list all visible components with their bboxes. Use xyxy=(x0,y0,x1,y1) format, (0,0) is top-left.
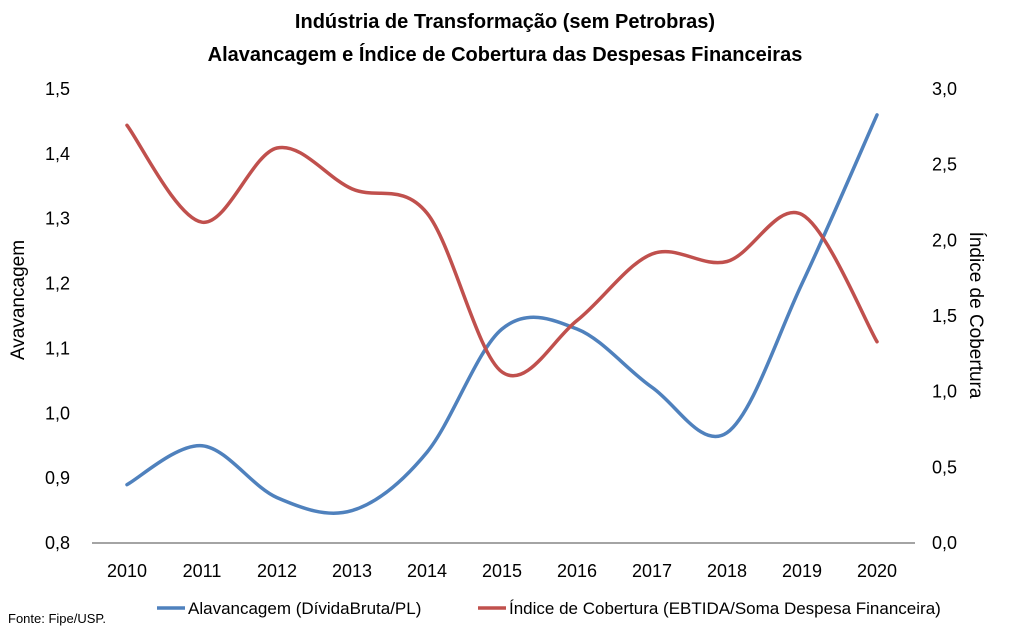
x-tick-label: 2015 xyxy=(482,561,522,581)
left-y-tick-label: 1,4 xyxy=(45,144,70,164)
x-tick-label: 2020 xyxy=(857,561,897,581)
legend: Alavancagem (DívidaBruta/PL) Índice de C… xyxy=(157,599,941,618)
x-tick-label: 2016 xyxy=(557,561,597,581)
series-lines xyxy=(125,113,879,515)
series-line-alavancagem xyxy=(125,113,879,515)
x-tick-label: 2018 xyxy=(707,561,747,581)
left-y-tick-label: 0,9 xyxy=(45,468,70,488)
x-tick-label: 2011 xyxy=(183,561,222,581)
x-tick-label: 2012 xyxy=(257,561,297,581)
x-tick-label: 2013 xyxy=(332,561,372,581)
right-y-tick-label: 1,5 xyxy=(932,306,957,326)
right-y-tick-label: 0,0 xyxy=(932,533,957,553)
left-y-tick-label: 1,3 xyxy=(45,209,70,229)
chart-subtitle: Alavancagem e Índice de Cobertura das De… xyxy=(208,43,803,66)
x-tick-label: 2017 xyxy=(632,561,672,581)
legend-label-cobertura: Índice de Cobertura (EBTIDA/Soma Despesa… xyxy=(509,599,941,618)
x-tick-label: 2019 xyxy=(782,561,822,581)
legend-label-alavancagem: Alavancagem (DívidaBruta/PL) xyxy=(188,599,421,618)
right-axis-title: Índice de Cobertura xyxy=(965,232,986,399)
right-y-tick-label: 1,0 xyxy=(932,382,957,402)
left-y-tick-label: 1,1 xyxy=(45,338,70,358)
right-y-tick-labels: 0,0 0,5 1,0 1,5 2,0 2,5 3,0 xyxy=(932,79,957,553)
source-note: Fonte: Fipe/USP. xyxy=(8,611,106,626)
right-y-tick-label: 3,0 xyxy=(932,79,957,99)
right-y-tick-label: 0,5 xyxy=(932,457,957,477)
x-tick-labels: 2010 2011 2012 2013 2014 2015 2016 2017 2018 2019… xyxy=(107,561,897,581)
left-y-tick-label: 0,8 xyxy=(45,533,70,553)
left-axis-title: Avavancagem xyxy=(8,240,29,360)
left-y-tick-label: 1,2 xyxy=(45,274,70,294)
chart-title: Indústria de Transformação (sem Petrobra… xyxy=(295,11,715,33)
left-y-tick-labels: 0,8 0,9 1,0 1,1 1,2 1,3 1,4 1,5 xyxy=(45,79,70,553)
left-y-tick-label: 1,0 xyxy=(45,403,70,423)
series-line-cobertura xyxy=(125,123,879,378)
right-y-tick-label: 2,0 xyxy=(932,230,957,250)
left-y-tick-label: 1,5 xyxy=(45,79,70,99)
right-y-tick-label: 2,5 xyxy=(932,155,957,175)
x-tick-label: 2014 xyxy=(407,561,447,581)
x-tick-label: 2010 xyxy=(107,561,147,581)
